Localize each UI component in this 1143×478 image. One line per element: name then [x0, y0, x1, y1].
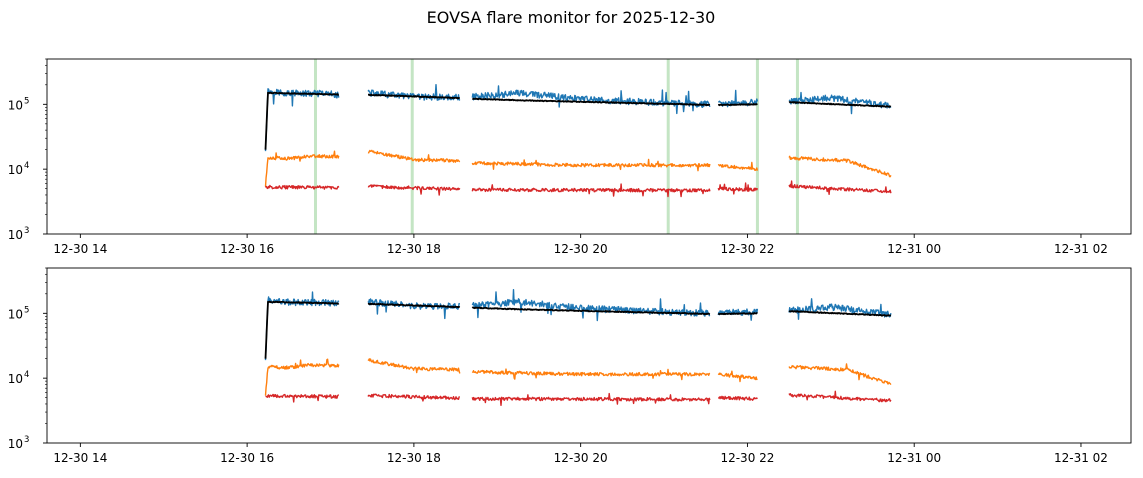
y-tick-exponent: 4: [24, 161, 29, 171]
x-tick-label: 12-30 18: [387, 451, 441, 465]
x-tick-label: 12-31 02: [1054, 451, 1108, 465]
y-tick-exponent: 5: [24, 96, 29, 106]
series-line: [264, 149, 892, 187]
x-tick-label: 12-30 14: [53, 242, 107, 256]
flare-marker: [795, 59, 799, 234]
y-tick-exponent: 3: [24, 226, 29, 236]
x-tick-label: 12-30 16: [220, 451, 274, 465]
x-tick-label: 12-31 00: [887, 451, 941, 465]
series-line: [265, 390, 892, 406]
flare-marker: [313, 59, 317, 234]
y-tick-label: 10: [8, 307, 23, 321]
axes-frame: [46, 58, 1132, 235]
series-line: [264, 180, 892, 198]
y-tick-label: 10: [8, 98, 23, 112]
x-tick-label: 12-30 16: [220, 242, 274, 256]
y-tick-exponent: 5: [24, 305, 29, 315]
flare-marker: [755, 59, 759, 234]
y-tick-label: 10: [8, 437, 23, 451]
series-line: [264, 84, 892, 152]
x-tick-label: 12-30 20: [554, 242, 608, 256]
flare-marker: [410, 59, 414, 234]
y-tick-exponent: 3: [24, 435, 29, 445]
figure-title: EOVSA flare monitor for 2025-12-30: [427, 8, 716, 27]
x-tick-label: 12-31 00: [887, 242, 941, 256]
x-tick-label: 12-31 02: [1054, 242, 1108, 256]
x-tick-label: 12-30 20: [554, 451, 608, 465]
plot-area: [264, 289, 892, 406]
plot-area: [264, 59, 892, 234]
x-tick-label: 12-30 22: [720, 242, 774, 256]
series-line: [264, 289, 892, 361]
y-tick-label: 10: [8, 372, 23, 386]
x-tick-label: 12-30 22: [720, 451, 774, 465]
x-tick-label: 12-30 18: [387, 242, 441, 256]
flare-marker: [666, 59, 670, 234]
y-tick-exponent: 4: [24, 370, 29, 380]
series-line: [264, 91, 892, 150]
x-tick-label: 12-30 14: [53, 451, 107, 465]
y-tick-label: 10: [8, 228, 23, 242]
axes-frame: [46, 267, 1132, 444]
series-line: [264, 300, 892, 359]
y-tick-label: 10: [8, 163, 23, 177]
series-line: [264, 358, 892, 396]
